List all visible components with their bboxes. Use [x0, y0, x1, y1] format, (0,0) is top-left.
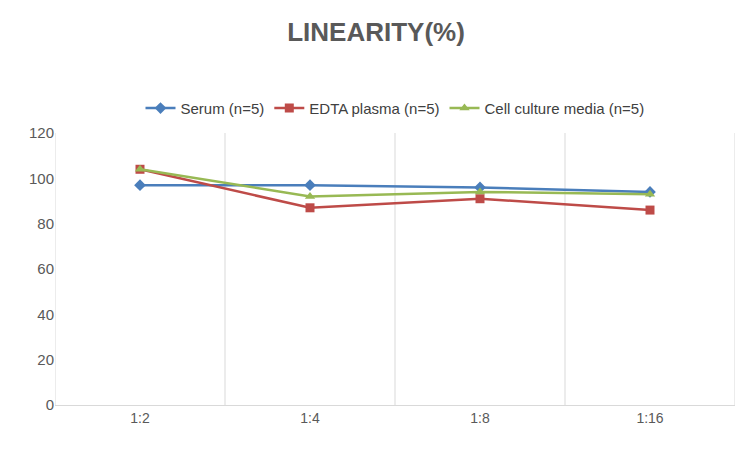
svg-text:80: 80: [37, 215, 54, 232]
svg-text:1:2: 1:2: [130, 410, 150, 426]
svg-text:40: 40: [37, 306, 54, 323]
svg-text:1:16: 1:16: [636, 410, 663, 426]
svg-text:1:8: 1:8: [470, 410, 490, 426]
svg-text:100: 100: [29, 170, 54, 187]
svg-text:120: 120: [29, 124, 54, 141]
svg-text:Cell culture media (n=5): Cell culture media (n=5): [485, 100, 645, 117]
svg-text:LINEARITY(%): LINEARITY(%): [287, 17, 465, 47]
svg-text:20: 20: [37, 351, 54, 368]
svg-text:1:4: 1:4: [300, 410, 320, 426]
svg-text:Serum (n=5): Serum (n=5): [181, 100, 265, 117]
svg-text:0: 0: [46, 396, 54, 413]
svg-text:EDTA plasma (n=5): EDTA plasma (n=5): [309, 100, 439, 117]
svg-text:60: 60: [37, 260, 54, 277]
